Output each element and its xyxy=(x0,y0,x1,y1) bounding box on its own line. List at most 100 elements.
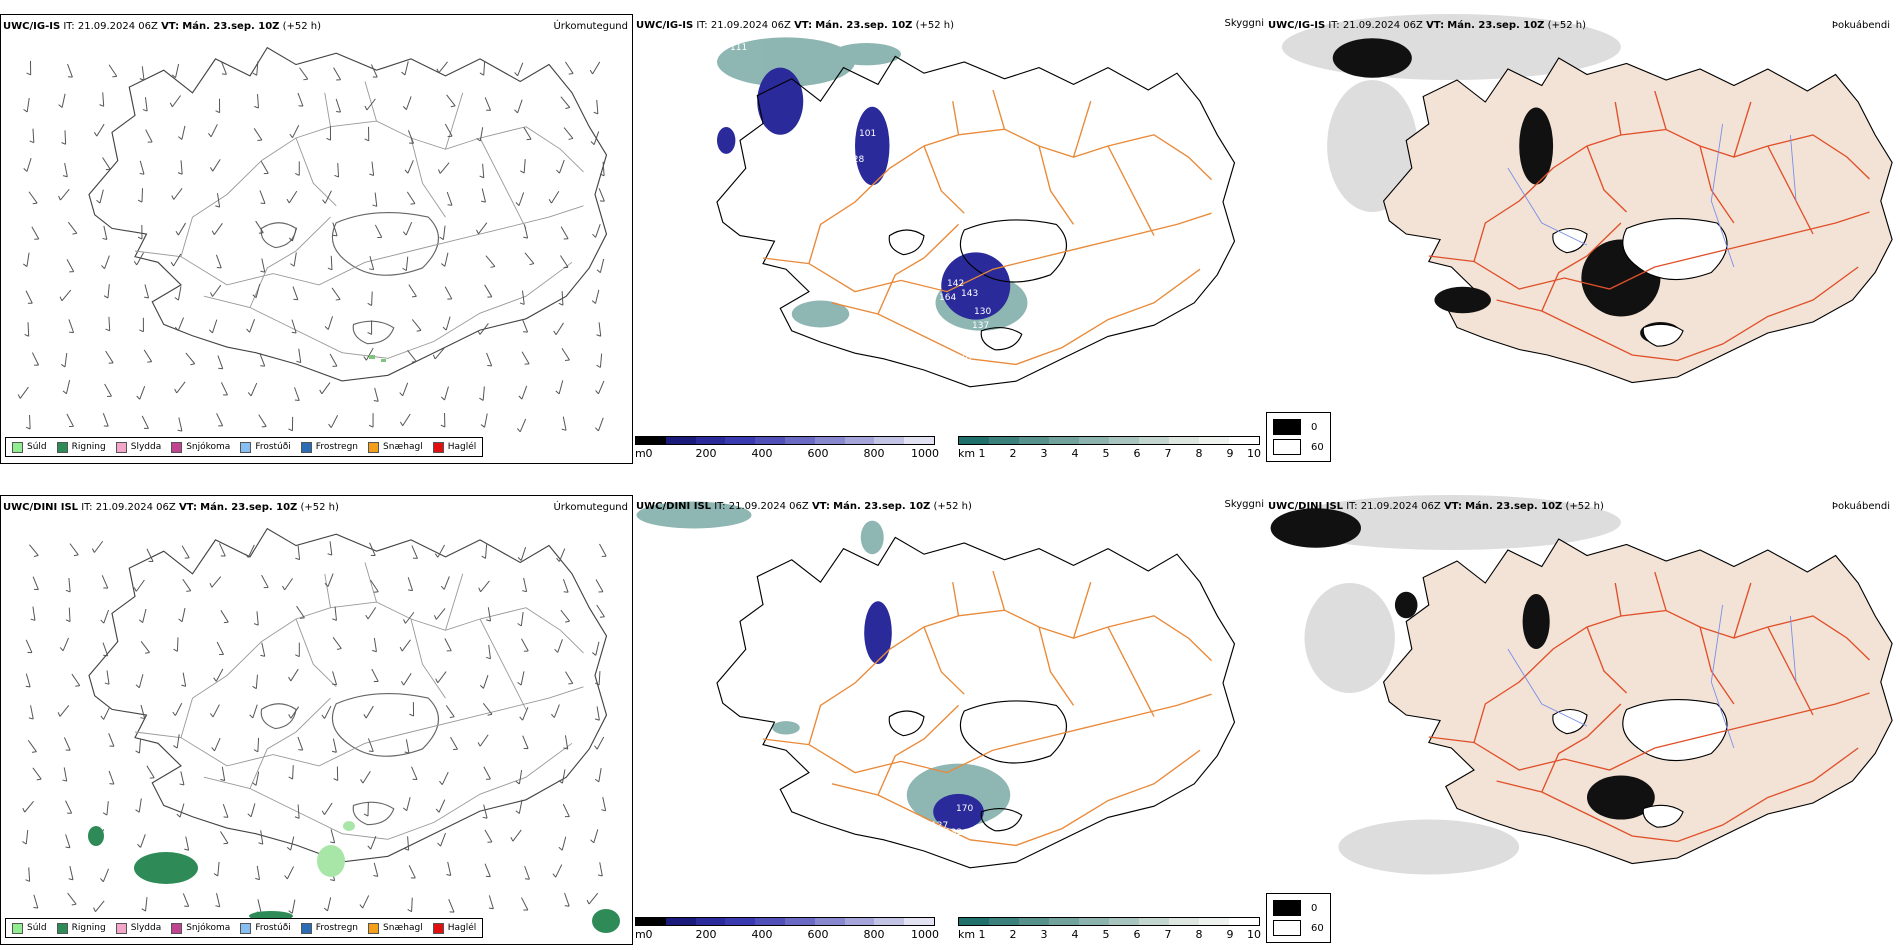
scale-step xyxy=(1229,437,1259,444)
wind-barb xyxy=(212,254,222,270)
wind-barb xyxy=(27,226,40,242)
legend-item: Frostúði xyxy=(240,441,291,453)
wind-barb xyxy=(591,222,601,238)
scale-step xyxy=(1019,918,1049,925)
wind-barb xyxy=(557,768,566,784)
wind-barb xyxy=(170,185,183,200)
wind-barb xyxy=(366,579,379,595)
wind-barb xyxy=(62,378,71,395)
wind-barb xyxy=(333,162,340,178)
wind-barb xyxy=(294,348,302,364)
wind-barb xyxy=(288,764,294,780)
legend-item: Snjókoma xyxy=(171,441,230,453)
wind-barb xyxy=(474,219,488,235)
wind-barb xyxy=(329,67,342,83)
legend-swatch xyxy=(240,441,252,453)
wind-barb xyxy=(283,864,295,880)
fog-panel-1: UWC/IG-IS IT: 21.09.2024 06Z VT: Mán. 23… xyxy=(1266,14,1900,464)
wind-barb xyxy=(408,701,415,717)
ceiling-label: 133 xyxy=(804,347,821,357)
wind-barb xyxy=(64,318,75,335)
wind-barb xyxy=(591,640,600,656)
wind-barb xyxy=(178,545,190,561)
scale-step xyxy=(755,437,785,444)
cloud-panel-1: 111 107 101 128 107 142 164 143 130 137 … xyxy=(634,14,1264,464)
wind-barb xyxy=(370,387,379,403)
wind-barb xyxy=(328,670,338,687)
wind-barb xyxy=(441,286,453,302)
wind-barb xyxy=(141,896,148,912)
precip-type-map-1 xyxy=(16,47,608,433)
legend-swatch xyxy=(368,922,380,934)
precip-type-map-2 xyxy=(21,528,620,933)
ceiling-label: 170 xyxy=(956,804,973,814)
wind-barb xyxy=(175,802,185,818)
wind-barb xyxy=(210,735,221,752)
wind-barb xyxy=(57,92,66,108)
wind-barb xyxy=(104,770,115,786)
wind-barb xyxy=(244,542,255,558)
wind-barb xyxy=(251,770,260,786)
wind-barb xyxy=(21,829,29,845)
scale-step xyxy=(636,918,666,925)
wind-barb xyxy=(252,610,259,627)
wind-barb xyxy=(401,255,409,272)
wind-barb xyxy=(24,866,31,883)
wind-barb xyxy=(326,353,338,369)
wind-barb xyxy=(516,545,527,562)
wind-barb xyxy=(558,347,570,363)
wind-barb xyxy=(405,864,416,881)
wind-barb xyxy=(103,283,110,299)
ceiling-label: 109 xyxy=(834,616,851,626)
wind-barb xyxy=(442,704,455,720)
scale-step xyxy=(844,437,875,444)
wind-barb xyxy=(171,700,183,717)
fog-legend-2: 0 60 xyxy=(1266,893,1331,943)
ceiling-label: 132 xyxy=(945,828,962,838)
wind-barb xyxy=(513,60,524,77)
wind-barb xyxy=(285,188,298,204)
wind-barb xyxy=(480,96,492,113)
wind-barb xyxy=(484,644,491,660)
legend-item: Frostregn xyxy=(300,441,358,453)
wind-barb xyxy=(402,94,412,111)
legend-swatch xyxy=(240,922,252,934)
wind-barb xyxy=(440,637,452,654)
fog-dense-areas xyxy=(1270,508,1655,820)
scale-step xyxy=(1109,918,1139,925)
wind-barb xyxy=(179,578,192,594)
wind-barb xyxy=(554,378,564,395)
wind-barbs xyxy=(16,58,605,433)
fog-map-2 xyxy=(1270,495,1893,875)
wind-barb xyxy=(555,546,566,563)
wind-barb xyxy=(246,380,258,397)
ceiling-label: 101 xyxy=(859,129,876,139)
legend-swatch xyxy=(115,441,127,453)
wind-barb xyxy=(557,226,569,242)
legend-swatch xyxy=(12,922,23,934)
wind-barb xyxy=(364,126,370,142)
scale-step xyxy=(904,437,934,444)
wind-barb xyxy=(257,574,269,590)
wind-barb xyxy=(132,577,145,592)
wind-barb xyxy=(477,187,487,204)
wind-barb xyxy=(142,765,155,781)
wind-barb xyxy=(364,604,377,620)
wind-barb xyxy=(518,735,529,751)
wind-barb xyxy=(370,192,378,208)
panel-header-1b: UWC/IG-IS IT: 21.09.2024 06Z VT: Mán. 23… xyxy=(636,20,955,31)
wind-barb xyxy=(555,158,565,174)
wind-barb xyxy=(557,835,567,851)
wind-barb xyxy=(16,384,29,399)
wind-barb xyxy=(105,64,118,80)
scale-step xyxy=(959,918,989,925)
wind-barb xyxy=(288,286,299,302)
ceiling-label: 111 xyxy=(730,43,747,53)
wind-barb xyxy=(176,159,183,176)
wind-barb xyxy=(60,352,68,368)
wind-barb xyxy=(476,731,489,747)
wind-barb xyxy=(137,224,143,240)
wind-barb xyxy=(25,191,38,206)
wind-barb xyxy=(104,732,115,749)
wind-barb xyxy=(435,58,449,74)
